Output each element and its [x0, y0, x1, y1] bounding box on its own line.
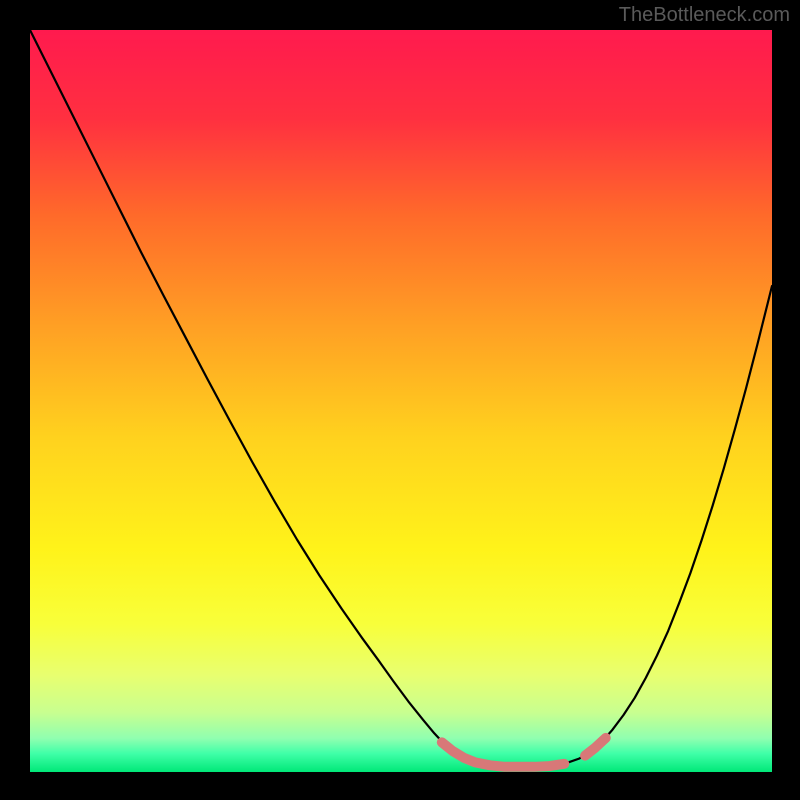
plot-area: [30, 30, 772, 772]
plot-svg: [30, 30, 772, 772]
watermark-text: TheBottleneck.com: [619, 4, 790, 27]
chart-container: TheBottleneck.com: [0, 0, 800, 800]
gradient-background: [30, 30, 772, 772]
